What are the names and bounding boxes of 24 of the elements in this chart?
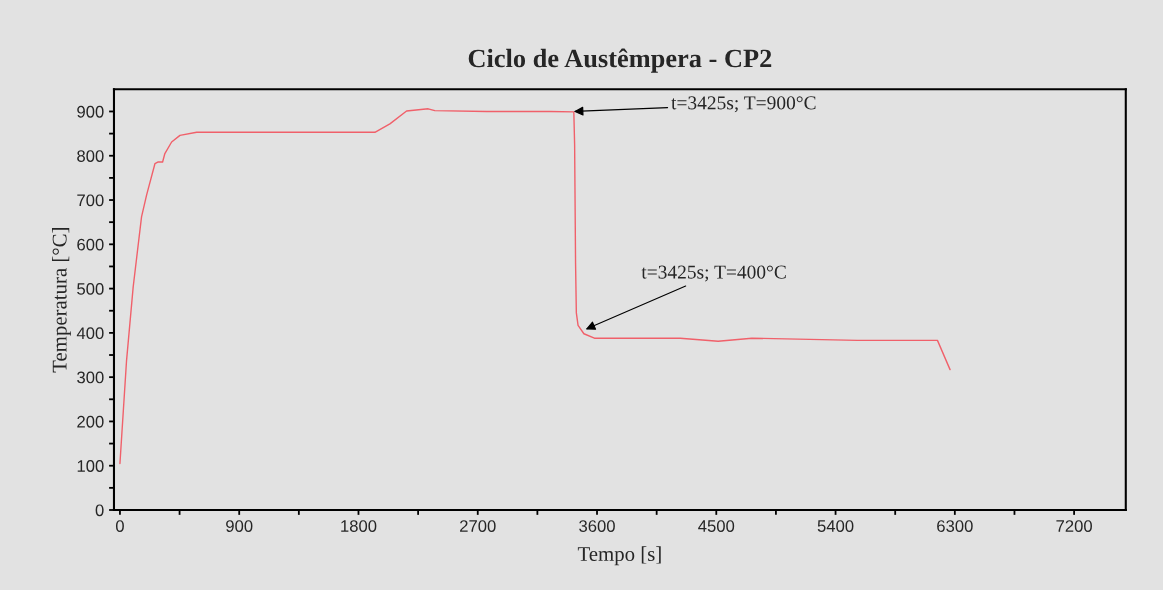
x-tick-label: 3600 [579,520,615,532]
y-tick-label: 200 [77,415,104,428]
x-tick-label: 6300 [937,520,973,532]
x-tick-label: 0 [115,520,124,532]
y-axis-title: Temperatura [°C] [52,228,71,373]
annotation: t=3425s; T=900°C [671,96,816,113]
chart-title: Ciclo de Austêmpera - CP2 [468,48,772,73]
x-tick-label: 4500 [698,520,735,532]
y-tick-label: 700 [77,194,104,207]
y-tick-label: 600 [77,238,104,251]
x-tick-label: 1800 [341,520,377,532]
x-tick-label: 5400 [817,520,854,532]
x-tick-label: 7200 [1056,520,1092,532]
y-tick-label: 400 [76,327,104,340]
y-tick-label: 500 [77,282,104,295]
x-tick-label: 2700 [460,520,496,532]
y-tick-label: 0 [95,504,104,517]
y-tick-label: 800 [77,150,104,162]
y-tick-label: 900 [77,105,104,118]
y-tick-label: 300 [77,371,104,384]
y-tick-label: 100 [77,460,104,472]
x-axis-title: Tempo [s] [577,546,661,566]
x-tick-label: 900 [226,520,253,532]
annotation: t=3425s; T=400°C [641,265,786,282]
